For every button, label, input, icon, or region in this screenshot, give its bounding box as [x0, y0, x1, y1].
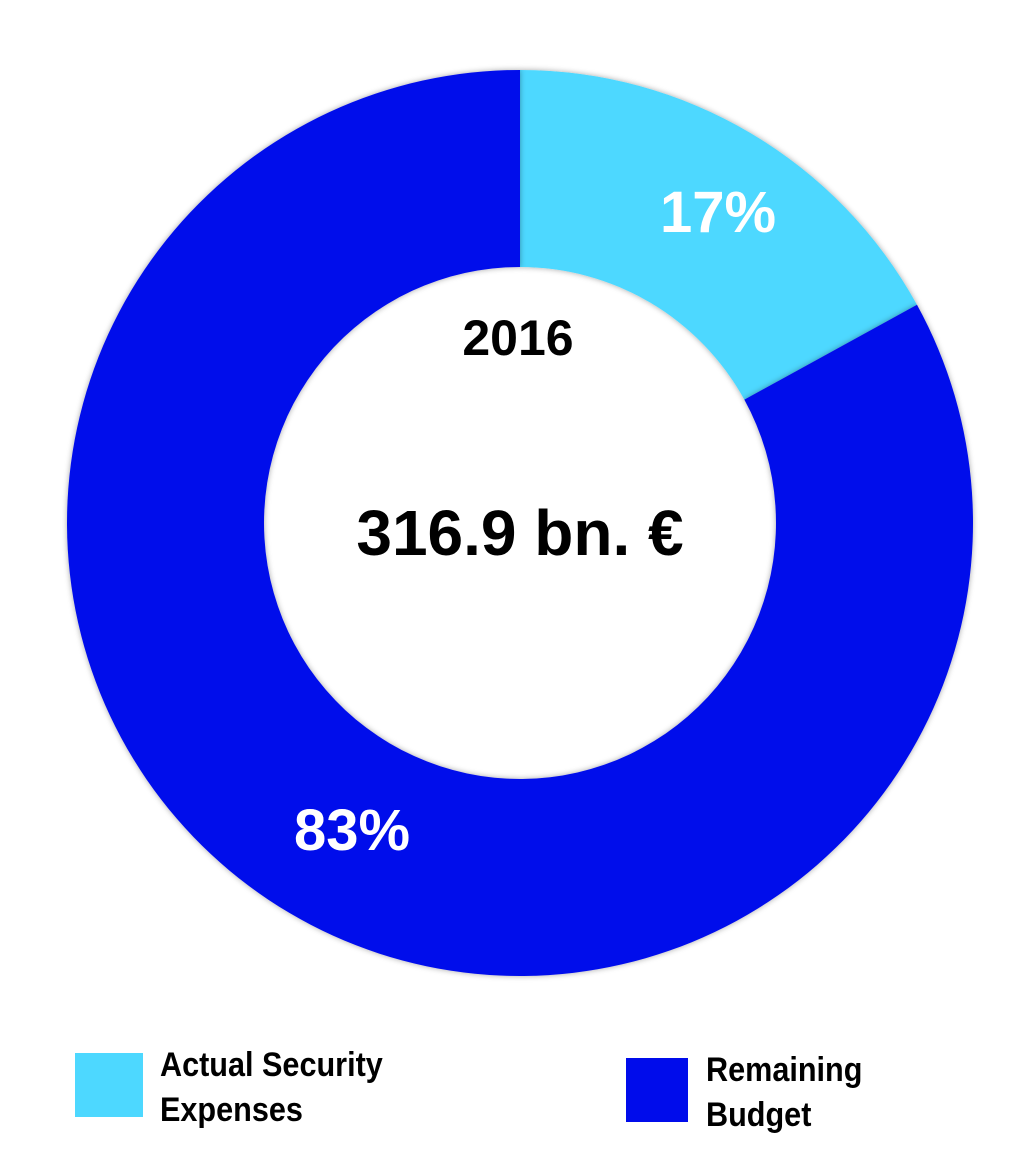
donut-slice-security: [520, 70, 917, 400]
chart-title-year: 2016: [462, 310, 573, 366]
legend-label-security: Actual Security Expenses: [160, 1043, 383, 1133]
legend-swatch-security: [75, 1053, 143, 1117]
legend-swatch-remaining: [626, 1058, 688, 1122]
slice-label-security: 17%: [660, 180, 776, 245]
legend-label-remaining-line1: Remaining: [706, 1051, 863, 1089]
legend-label-security-line1: Actual Security: [160, 1046, 383, 1084]
legend-label-security-line2: Expenses: [160, 1091, 303, 1129]
center-total-label: 316.9 bn. €: [356, 497, 683, 569]
slice-label-remaining: 83%: [294, 798, 410, 863]
legend-label-remaining: Remaining Budget: [706, 1048, 862, 1138]
legend-label-remaining-line2: Budget: [706, 1096, 812, 1134]
donut-slice-remaining: [66, 70, 973, 976]
